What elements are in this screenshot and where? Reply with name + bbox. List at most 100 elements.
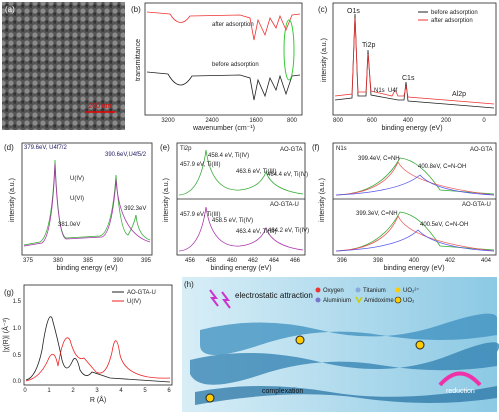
- x-label: binding energy (eV): [381, 125, 442, 132]
- x-tick: 385: [83, 258, 94, 264]
- y-tick: 1.0: [13, 326, 22, 332]
- axes: [332, 2, 497, 116]
- fit-curve: [335, 161, 495, 196]
- note: 463.6 eV, Ti(III): [236, 169, 276, 175]
- note: reduction: [446, 388, 475, 395]
- x-tick: 600: [367, 118, 378, 124]
- after-curve: [334, 17, 495, 105]
- x-tick: 0: [482, 118, 486, 124]
- y-label: intensity (a.u.): [319, 178, 326, 222]
- legend-text: Titanium: [363, 288, 386, 294]
- panel-label: (d): [4, 143, 14, 152]
- panel-h: (h) electrostatic attraction Oxygen Tita…: [182, 277, 499, 412]
- sample: AO-GTA-U: [270, 202, 299, 208]
- panel-b: (b) transmittance 3200 2400 1600 800 wav…: [131, 2, 303, 132]
- axes: [144, 2, 303, 116]
- panel-e: (e) intensity (a.u.) 456 458 460 462 464…: [160, 142, 309, 272]
- x-tick: 464: [269, 258, 280, 264]
- legend-text: UO₂²⁺: [403, 287, 420, 294]
- x-tick: 1: [47, 388, 51, 394]
- legend-dot: [394, 296, 402, 304]
- note: complexation: [262, 388, 303, 395]
- sheet: [190, 342, 499, 385]
- legend-dot: [395, 287, 401, 293]
- x-tick: 400: [403, 118, 414, 124]
- y-label: intensity (a.u.): [163, 178, 170, 222]
- panel-label: (g): [4, 288, 14, 297]
- panel-label: (b): [131, 5, 141, 14]
- before-curve: [146, 71, 301, 101]
- lightning: [209, 289, 231, 309]
- panel-g: (g) |χ(R)| (Å⁻³) 0.0 0.5 1.0 1.5 0 1 2 3…: [1, 284, 173, 404]
- x-tick: 456: [185, 258, 196, 264]
- legend-text: after adsorption: [431, 18, 473, 24]
- before-curve: [334, 13, 495, 109]
- peak-label: Ti2p: [362, 42, 375, 49]
- y-label: intensity (a.u.): [9, 178, 16, 222]
- legend-text: Aluminium: [323, 298, 351, 304]
- note: 400.5eV, C=N-OH: [420, 222, 468, 228]
- y-label: intensity (a.u.): [321, 38, 328, 82]
- legend-text: Amidoxime: [364, 298, 394, 304]
- icon: [205, 393, 215, 403]
- note: 381.0eV: [58, 222, 80, 228]
- x-tick: 466: [290, 258, 301, 264]
- sheet: [200, 313, 498, 355]
- note: 399.3eV, C=NH: [356, 211, 398, 217]
- peak-label: U4f: [388, 88, 398, 94]
- x-label: R (Å): [90, 395, 106, 404]
- panel-label: (e): [160, 143, 170, 152]
- legend-dot: [355, 287, 361, 293]
- note: 399.4eV, C=NH: [358, 156, 400, 162]
- reduction-arrow: [438, 371, 482, 387]
- peak-label: N1s: [374, 88, 385, 94]
- panel-label: (f): [312, 143, 320, 152]
- fit-curve: [335, 215, 495, 252]
- fit-curve: [178, 149, 304, 196]
- note: 464.2 eV, Ti(IV): [268, 228, 309, 234]
- y-tick: 0.5: [13, 353, 22, 359]
- y-tick: 0.0: [13, 379, 22, 385]
- element: Ti2p: [180, 146, 192, 152]
- x-tick: 398: [373, 258, 384, 264]
- note: 400.8eV, C=N-OH: [418, 164, 466, 170]
- fit-curve: [178, 206, 304, 252]
- note: 390.6eV,U4f5/2: [105, 152, 147, 158]
- x-tick: 200: [441, 118, 452, 124]
- fit-curve: [335, 157, 495, 196]
- icon: [295, 335, 305, 345]
- note: 392.3eV: [124, 206, 146, 212]
- note: 463.4 eV, Ti(III): [236, 229, 276, 235]
- y-label: |χ(R)| (Å⁻³): [1, 318, 10, 352]
- x-tick: 4: [119, 388, 123, 394]
- fit-curve: [335, 174, 495, 196]
- legend-text: U(IV): [127, 299, 141, 305]
- u4-curve: [23, 163, 151, 247]
- x-tick: 6: [167, 388, 171, 394]
- ao-gta-u-curve: [25, 316, 171, 383]
- u4-curve: [25, 337, 171, 382]
- note: 464.4 eV, Ti(IV): [267, 172, 308, 178]
- element: N1s: [336, 146, 347, 152]
- x-tick: 380: [53, 258, 64, 264]
- note: 458.4 eV, Ti(IV): [208, 153, 249, 159]
- note: 457.9 eV, Ti(III): [180, 162, 220, 168]
- x-tick: 0: [23, 388, 27, 394]
- peak-label: C1s: [402, 75, 415, 82]
- sheet: [195, 386, 497, 405]
- x-tick: 3200: [161, 118, 175, 124]
- peak-label: O1s: [347, 8, 360, 15]
- sample: AO-GTA: [470, 147, 493, 153]
- note: U(VI): [70, 196, 84, 202]
- x-tick: 3: [95, 388, 99, 394]
- x-tick: 395: [141, 258, 152, 264]
- x-label: binding energy (eV): [56, 265, 117, 272]
- legend-text: UO₂: [403, 298, 415, 304]
- x-tick: 5: [143, 388, 147, 394]
- note: 458.5 eV, Ti(IV): [212, 218, 253, 224]
- legend-text: before adsorption: [431, 10, 478, 16]
- x-tick: 458: [206, 258, 217, 264]
- note: 379.6eV, U4f7/2: [24, 145, 67, 151]
- x-tick: 402: [445, 258, 456, 264]
